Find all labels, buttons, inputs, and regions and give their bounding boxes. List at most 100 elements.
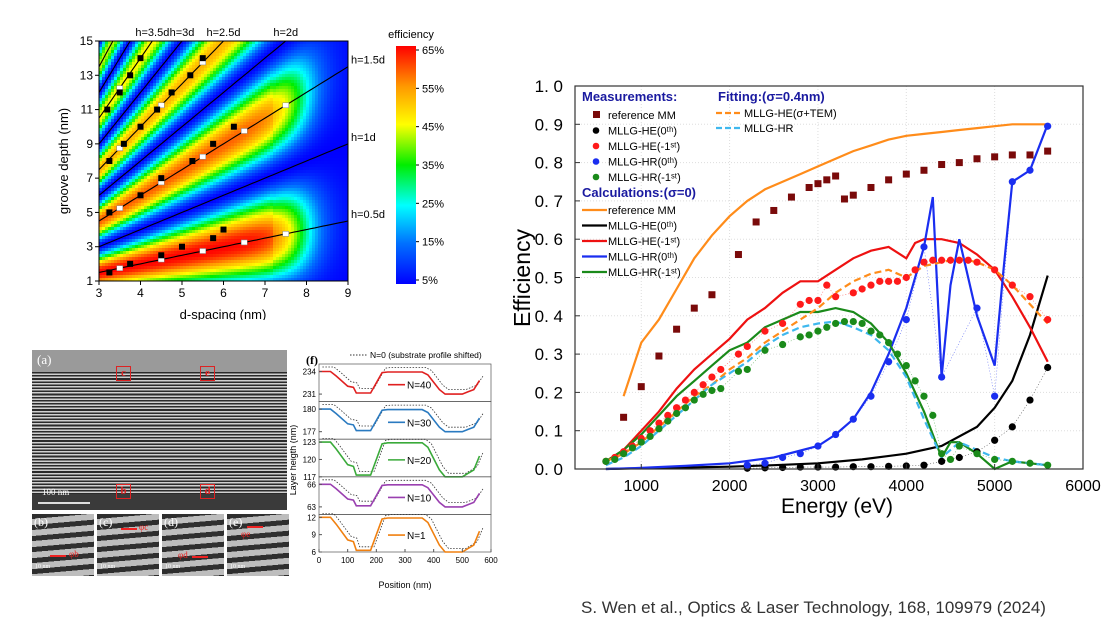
heatmap-point-black xyxy=(179,243,185,250)
legend-item-label: MLLG-HE(-1ˢᵗ) xyxy=(608,236,680,248)
series-point xyxy=(1044,122,1052,130)
heatmap-line-label: h=3d xyxy=(170,27,195,39)
heatmap-point-black xyxy=(137,123,144,130)
series-point xyxy=(664,411,672,419)
colorbar-tick-label: 65% xyxy=(422,45,444,57)
heatmap-point-black xyxy=(127,260,134,267)
series-point xyxy=(1008,178,1016,186)
profile-subpanel xyxy=(318,438,492,478)
series-point xyxy=(938,256,946,264)
series-square-point xyxy=(814,180,822,188)
heatmap-ytick-label: 11 xyxy=(81,103,94,117)
heatmap-point-white xyxy=(199,153,206,160)
legend-item-label: MLLG-HE(-1ˢᵗ) xyxy=(608,141,680,153)
legend-item-label: MLLG-HR(0ᵗʰ) xyxy=(608,252,678,264)
profile-n0-line xyxy=(322,366,484,390)
series-point xyxy=(964,256,972,264)
heatmap-ytick-label: 15 xyxy=(80,34,94,48)
efficiency-ytick-label: 0. 2 xyxy=(535,383,563,402)
series-square-point xyxy=(805,183,813,191)
heatmap-ytick-label: 1 xyxy=(86,274,93,288)
series-point xyxy=(761,346,769,354)
series-point xyxy=(673,409,681,418)
legend-item-label: reference MM xyxy=(608,110,676,122)
phi-label: φb xyxy=(69,549,79,559)
series-point xyxy=(814,296,822,305)
series-point xyxy=(655,419,663,427)
thumb-scale: 10 nm xyxy=(100,564,116,570)
series-point xyxy=(955,256,963,264)
efficiency-ytick-label: 0. 0 xyxy=(535,460,563,479)
colorbar-tick-label: 45% xyxy=(422,122,444,134)
series-line xyxy=(605,306,1048,471)
legend-item-label: MLLG-HR(0ᵗʰ) xyxy=(608,157,678,169)
heatmap-point-black xyxy=(137,55,144,62)
heatmap-ytick-label: 13 xyxy=(80,68,94,82)
series-point xyxy=(991,266,999,274)
series-point xyxy=(611,455,619,464)
heatmap-point-white xyxy=(282,102,289,109)
series-point xyxy=(814,327,822,335)
profile-legend-label: N=1 xyxy=(407,531,426,542)
efficiency-xtick-label: 1000 xyxy=(623,478,659,495)
series-point xyxy=(955,453,963,462)
series-square-point xyxy=(752,218,760,226)
series-point xyxy=(973,304,981,312)
series-square-point xyxy=(823,176,831,184)
profile-ytick-label: 234 xyxy=(303,368,317,377)
profile-ytick-label: 120 xyxy=(303,455,317,464)
series-dot-connector xyxy=(605,260,1048,462)
series-point xyxy=(938,373,946,381)
heatmap-point-white xyxy=(282,231,289,237)
profile-xtick-label: 600 xyxy=(484,556,498,565)
colorbar-tick-label: 35% xyxy=(422,160,444,172)
heatmap-line xyxy=(99,220,348,273)
series-point xyxy=(885,462,893,470)
series-line xyxy=(605,275,1049,471)
series-point xyxy=(805,296,813,305)
series-point xyxy=(885,277,893,285)
series-point xyxy=(664,417,672,425)
series-point xyxy=(1008,423,1016,431)
series-point xyxy=(699,381,707,389)
heatmap-point-black xyxy=(210,140,217,147)
heatmap-point-white xyxy=(158,102,165,109)
efficiency-ytick-label: 1. 0 xyxy=(535,77,563,96)
heatmap-ytick-label: 7 xyxy=(86,171,93,185)
heatmap-field xyxy=(99,41,348,281)
thumb-label: (b) xyxy=(34,515,48,529)
series-square-point xyxy=(849,191,857,199)
series-point xyxy=(1026,166,1034,174)
heatmap-xtick-label: 3 xyxy=(96,286,103,300)
legend-item-label: reference MM xyxy=(608,205,676,217)
series-point xyxy=(619,450,628,458)
series-point xyxy=(628,444,637,452)
profile-line xyxy=(319,483,481,508)
phi-label: φd xyxy=(178,550,188,560)
heatmap-point-black xyxy=(158,252,165,259)
series-square-point xyxy=(770,206,778,214)
efficiency-xlabel: Energy (eV) xyxy=(781,495,893,518)
panel-f-label: (f) xyxy=(306,353,318,367)
colorbar-tick-label: 25% xyxy=(422,198,444,210)
heatmap-point-black xyxy=(106,269,113,276)
series-point xyxy=(681,404,690,412)
series-point xyxy=(1044,316,1052,324)
thumb-scale: 10 nm xyxy=(165,564,181,570)
legend-group-title: Measurements: xyxy=(582,89,677,104)
series-point xyxy=(1026,396,1034,404)
series-point xyxy=(637,438,645,446)
series-point xyxy=(858,285,866,293)
series-point xyxy=(779,463,787,472)
series-square-point xyxy=(955,159,963,167)
profile-ytick-label: 117 xyxy=(303,473,316,482)
series-point xyxy=(1008,457,1016,465)
series-point xyxy=(867,327,875,335)
series-dot-connector xyxy=(747,126,1048,466)
heatmap-point-black xyxy=(120,140,127,147)
series-point xyxy=(929,256,937,264)
profile-ytick-label: 177 xyxy=(303,428,317,437)
series-point xyxy=(796,450,804,458)
heatmap-xtick-label: 7 xyxy=(262,286,269,300)
series-point xyxy=(832,293,840,301)
